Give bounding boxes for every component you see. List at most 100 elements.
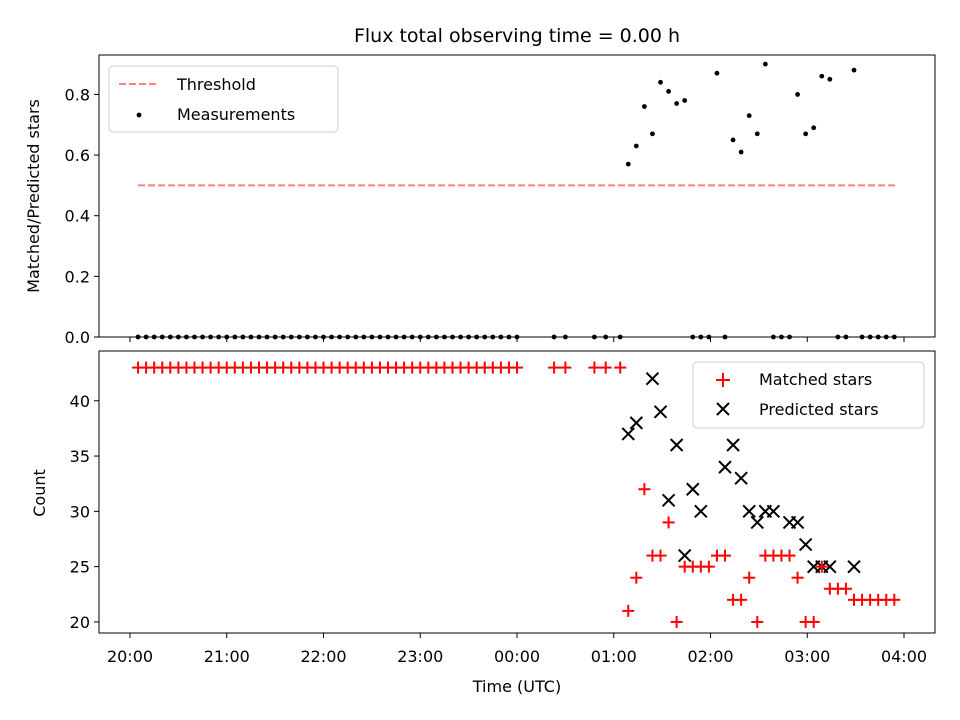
measurement-point [803, 131, 809, 137]
matched-legend-swatch [716, 373, 730, 387]
ratio-plot-frame [98, 54, 936, 338]
predicted-point [694, 504, 708, 519]
ratio-legend: Threshold Measurements [108, 65, 339, 133]
matched-point [630, 571, 643, 584]
predicted-point [629, 416, 644, 430]
predicted-point [734, 471, 748, 485]
matched-point [839, 582, 852, 595]
count-y-tick-label: 25 [70, 558, 90, 577]
matched-point [888, 593, 901, 606]
measurement-point [762, 61, 768, 67]
measurement-point [827, 76, 833, 82]
predicted-legend-swatch [716, 402, 730, 416]
count-y-tick-label: 35 [70, 447, 90, 466]
measurement-point [795, 92, 800, 97]
count-x-tick-label: 04:00 [881, 647, 927, 666]
ratio-panel: Flux total observing time = 0.00 h Match… [24, 25, 936, 347]
predicted-point [750, 515, 764, 530]
measurement-point [625, 161, 631, 167]
count-x-tick-label: 20:00 [107, 647, 153, 666]
predicted-point [823, 559, 837, 574]
matched-point [614, 361, 627, 374]
measurement-point [819, 73, 825, 79]
measurement-point [682, 98, 688, 103]
matched-point [670, 615, 683, 628]
predicted-point [847, 559, 861, 574]
ratio-y-tick-label: 0.6 [65, 146, 90, 165]
matched-point [791, 571, 804, 584]
predicted-point [718, 460, 732, 474]
chart-title: Flux total observing time = 0.00 h [354, 25, 680, 47]
measurement-point [641, 104, 647, 109]
ratio-y-tick-label: 0.4 [65, 207, 90, 226]
measurement-point [650, 131, 655, 137]
ratio-y-ticks: 0.0 0.2 0.4 0.6 0.8 [65, 85, 99, 347]
matched-point [751, 615, 764, 628]
count-plot-frame [98, 350, 936, 634]
matched-point [662, 516, 675, 529]
x-axis-label: Time (UTC) [472, 677, 561, 696]
count-x-tick-label: 00:00 [494, 647, 540, 666]
count-legend-box [692, 361, 925, 429]
measurement-point [633, 143, 639, 149]
measurement-point [666, 88, 671, 94]
count-y-tick-label: 30 [70, 502, 90, 521]
measurement-point [738, 149, 744, 155]
matched-point [807, 615, 820, 628]
matched-point [588, 361, 601, 374]
matched-point [638, 483, 651, 496]
count-x-tick-label: 23:00 [397, 647, 443, 666]
count-y-ticks: 20 25 30 35 40 [70, 392, 99, 632]
matched-point [702, 560, 715, 573]
predicted-point [790, 515, 805, 530]
predicted-points [621, 371, 861, 574]
count-x-tick-label: 02:00 [687, 647, 733, 666]
count-x-ticks: 20:00 21:00 22:00 23:00 00:00 01:00 02:00 03:00… [107, 633, 927, 666]
predicted-point [621, 427, 635, 441]
threshold-legend-label: Threshold [176, 75, 256, 94]
count-y-tick-label: 20 [70, 613, 90, 632]
matched-point [511, 361, 523, 374]
predicted-point [742, 504, 756, 519]
count-y-axis-label: Count [30, 469, 49, 517]
matched-point [815, 560, 828, 573]
measurement-point [730, 137, 736, 143]
predicted-point [726, 438, 740, 452]
predicted-point [798, 537, 813, 552]
matched-point [548, 361, 561, 374]
measurement-point [851, 67, 857, 73]
matched-point [654, 549, 667, 562]
measurement-point [811, 125, 817, 131]
count-y-tick-label: 40 [70, 392, 90, 411]
matched-point [622, 604, 635, 617]
ratio-y-axis-label: Matched/Predicted stars [24, 99, 43, 293]
predicted-point [766, 504, 781, 519]
measurement-point [746, 113, 752, 119]
ratio-y-tick-label: 0.8 [65, 85, 90, 104]
matched-point [783, 549, 796, 562]
measurement-point [714, 70, 720, 76]
count-panel: Count Time (UTC) 20 25 30 35 40 20:00 21:00 22… [30, 350, 936, 696]
measurements-legend-label: Measurements [177, 105, 295, 124]
count-legend: Matched stars Predicted stars [692, 361, 925, 429]
predicted-point [653, 405, 668, 419]
count-x-tick-label: 01:00 [591, 647, 637, 666]
measurement-point [658, 79, 663, 85]
matched-point [719, 549, 732, 562]
predicted-legend-label: Predicted stars [759, 400, 879, 419]
matched-point [735, 593, 748, 606]
matched-point [559, 361, 572, 374]
count-x-tick-label: 21:00 [204, 647, 250, 666]
ratio-y-tick-label: 0.0 [65, 328, 90, 347]
measurement-point [754, 131, 760, 137]
predicted-point [661, 493, 676, 508]
measurement-point [674, 101, 680, 106]
predicted-point [686, 482, 700, 496]
predicted-point [669, 438, 684, 452]
ratio-y-tick-label: 0.2 [65, 267, 90, 286]
matched-point [599, 361, 612, 374]
matched-points [132, 361, 901, 628]
measurements-legend-swatch [136, 112, 142, 118]
matched-point [743, 571, 756, 584]
